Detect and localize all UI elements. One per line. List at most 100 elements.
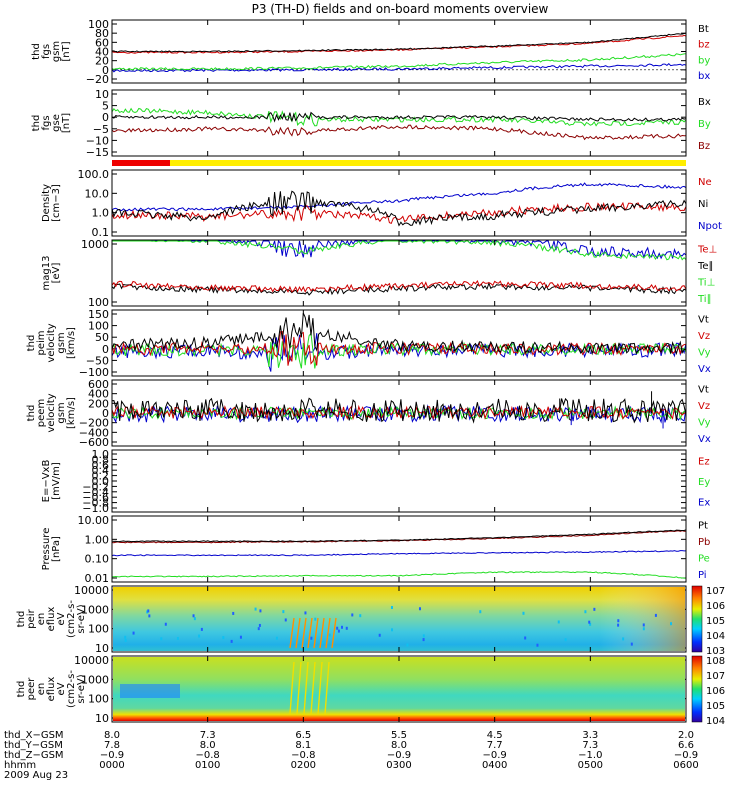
spectrogram-speck [284,618,287,622]
spectrogram-speck [345,626,348,630]
colorbar-label: 106 [706,601,725,612]
y-axis-label: Density [41,184,52,222]
spectrogram-speck [642,623,645,627]
y-tick-label: 1000 [81,603,109,616]
spectrogram-speck [200,627,203,631]
spectrogram-streak [324,661,330,715]
spectrogram-speck [230,639,233,643]
x-axis-value: 5.5 [391,730,407,741]
spectrogram-speck [124,635,127,639]
y-axis-label: peim [36,330,47,355]
y-axis-label: velocity [46,323,57,362]
y-tick-label: 400 [88,388,109,401]
legend-entry: Ne [698,177,712,188]
legend-entry: Npot [698,221,722,232]
spectrogram-speck [418,607,421,611]
spectrogram-speck [254,607,257,611]
spectrogram-streak [325,617,331,649]
y-tick-label: 100 [88,693,109,706]
series-bz [111,34,687,54]
y-axis-label: [mV/m] [51,462,62,500]
y-tick-label: 600 [88,378,109,391]
legend-entry: Ti∥ [697,294,712,305]
chart-title: P3 (TH-D) fields and on-board moments ov… [252,2,549,16]
spectrogram-streak [313,617,319,649]
y-axis-label: eflux [46,677,57,702]
spectrogram-speck [406,643,409,647]
y-axis-label: thd [16,681,27,698]
y-tick-label: 100 [88,296,109,309]
colorbar-label: 103 [706,646,725,657]
colorbar-label: 108 [706,656,725,667]
y-tick-label: −200 [79,417,109,430]
y-tick-label: 0.01 [85,572,110,585]
y-axis-label: [km/s] [66,327,77,359]
y-tick-label: 20 [95,55,109,68]
y-tick-label: 0 [102,343,109,356]
panel-frame-7 [111,515,687,583]
y-tick-label: 0.4 [92,464,110,477]
spectrogram-streak [301,617,307,649]
spectrogram-speck [282,610,285,614]
legend-entry: Te∥ [697,261,714,272]
mode-bar-slow [170,160,686,166]
spectrogram-speck [336,626,339,630]
y-tick-label: 0 [102,111,109,124]
spectrogram-speck [670,622,673,626]
y-tick-label: 0.1 [92,226,110,239]
x-axis-value: 7.8 [104,740,120,751]
legend-entry: Ni [698,199,708,210]
spectrogram-speck [359,614,362,618]
spectrogram-speck [390,606,393,610]
spectrogram-speck [642,627,645,631]
y-tick-label: 10 [95,88,109,101]
y-axis-label: sr-eV) [76,604,87,633]
y-axis-label: fgs [41,44,52,59]
spectrogram-speck [536,643,539,647]
series-Npot [111,182,687,212]
legend-entry: Bz [698,141,710,152]
x-axis-value: 7.7 [487,740,503,751]
series-Pi [111,571,687,579]
colorbar-label: 106 [706,686,725,697]
spectrogram-speck [340,625,343,629]
x-axis-value: 8.0 [200,740,216,751]
y-axis-label: [nT] [61,41,72,61]
y-axis-label: eV [56,612,67,625]
series-bt [112,32,687,53]
x-axis-value: 8.1 [295,740,311,751]
y-tick-label: 1.0 [92,448,110,461]
y-tick-label: 0 [102,64,109,77]
spectrogram-streak [289,661,295,715]
x-axis-value: 2.0 [678,730,694,741]
y-tick-label: 1.0 [92,207,110,220]
y-axis-label: Pressure [41,528,52,571]
y-tick-label: −0.8 [82,497,109,510]
y-tick-label: −10 [86,134,109,147]
y-tick-label: 10 [95,642,109,655]
spectrogram-speck [422,638,425,642]
spectrogram-speck [524,636,527,640]
x-axis-value: −0.9 [674,750,698,761]
x-axis-row-label: thd_X−GSM [4,730,64,741]
x-axis-value: 7.3 [582,740,598,751]
legend-entry: Bx [698,97,711,108]
y-axis-label: gsm [56,402,67,423]
spectrogram-speck [479,610,482,614]
series-Bz [111,124,686,141]
spectrogram-speck [630,642,633,646]
spectrogram-speck [257,627,260,631]
y-axis-label: thd [31,115,42,132]
x-axis-value: 6.6 [678,740,694,751]
y-axis-label: [cm−3] [51,184,62,222]
y-axis-label: peem [36,399,47,427]
y-axis-label: en [36,683,47,696]
series-by [111,53,687,71]
y-tick-label: 1000 [81,673,109,686]
x-axis-value: 0400 [482,760,507,771]
x-axis-value: −0.8 [196,750,220,761]
spectrogram-speck [617,619,620,623]
colorbar-label: 105 [706,701,725,712]
colorbar-label: 107 [706,586,725,597]
